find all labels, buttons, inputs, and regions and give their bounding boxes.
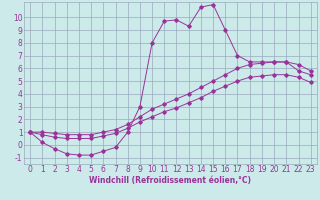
X-axis label: Windchill (Refroidissement éolien,°C): Windchill (Refroidissement éolien,°C) bbox=[89, 176, 252, 185]
